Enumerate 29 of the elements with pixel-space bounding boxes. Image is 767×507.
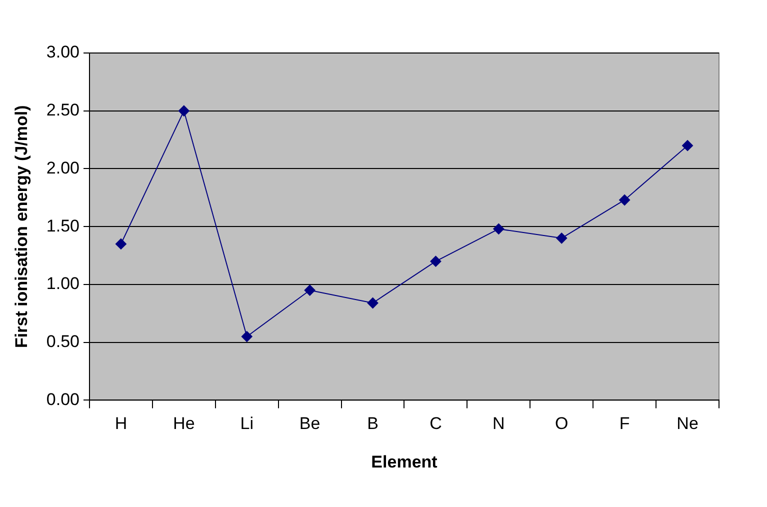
x-tick-label: F — [619, 414, 630, 434]
y-tick-label: 2.00 — [46, 158, 80, 178]
point — [619, 194, 630, 206]
y-tick-label: 1.00 — [46, 274, 80, 294]
y-tick-label: 1.50 — [46, 216, 80, 236]
x-tick-label: Be — [299, 414, 320, 434]
point — [556, 232, 568, 244]
x-tick-label: Ne — [676, 414, 698, 434]
point — [367, 297, 378, 308]
point — [304, 284, 316, 296]
x-tick-label: B — [367, 414, 378, 434]
x-tick-label: O — [555, 414, 568, 434]
x-tick-label: H — [114, 414, 128, 434]
y-tick-label: 3.00 — [46, 42, 80, 62]
point — [430, 256, 442, 267]
point — [178, 105, 190, 116]
y-tick-label: 0.50 — [46, 332, 80, 352]
x-axis-title: Element — [371, 452, 438, 472]
point — [493, 223, 504, 234]
y-tick-label: 0.00 — [46, 390, 80, 409]
x-tick-label: Li — [240, 414, 254, 434]
point — [115, 238, 126, 250]
y-tick-label: 2.50 — [46, 100, 80, 120]
point — [682, 140, 694, 152]
x-tick-label: C — [430, 414, 442, 434]
point — [241, 331, 252, 342]
x-tick-label: He — [173, 414, 195, 434]
y-axis-title: First ionisation energy (J/mol) — [12, 105, 31, 348]
x-tick-label: N — [492, 414, 505, 434]
